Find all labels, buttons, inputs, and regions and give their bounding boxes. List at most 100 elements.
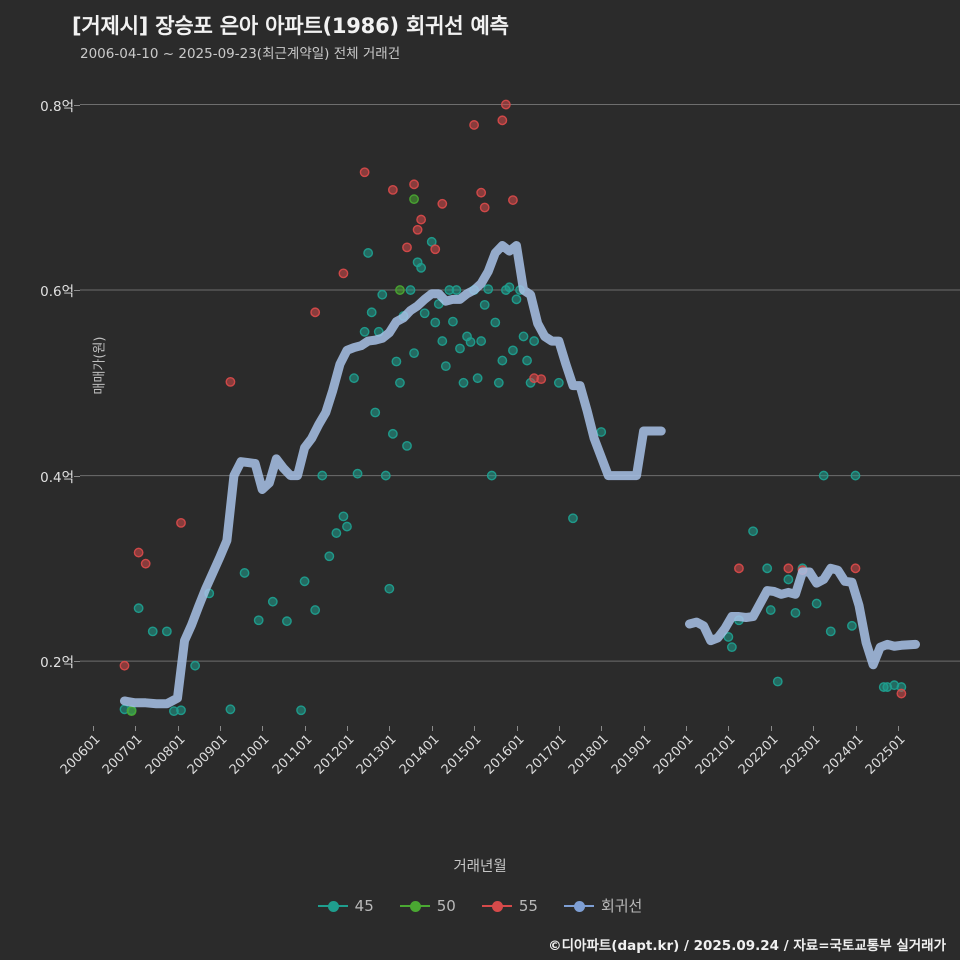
y-tick-label: 0.2억	[40, 655, 74, 672]
scatter-point-45	[765, 605, 776, 615]
scatter-point-45	[342, 521, 352, 532]
legend-item-55[interactable]: 55	[481, 896, 538, 915]
scatter-point-55	[479, 202, 490, 213]
scatter-point-55	[783, 563, 794, 574]
y-tick-mark	[74, 104, 80, 106]
scatter-point-45	[518, 331, 529, 342]
x-tick-mark	[643, 726, 645, 731]
x-tick-mark	[304, 726, 306, 731]
scatter-point-45	[479, 299, 490, 310]
scatter-point-45	[419, 308, 430, 319]
chart-legend: 45 50 55 회귀선	[0, 895, 960, 916]
scatter-point-45	[762, 563, 773, 574]
x-tick-mark	[474, 726, 476, 731]
scatter-point-45	[476, 336, 487, 346]
x-tick-label: 200801	[142, 732, 189, 778]
scatter-point-55	[119, 660, 130, 671]
scatter-point-45	[490, 317, 501, 328]
x-tick-mark	[135, 726, 137, 731]
x-tick-label: 202201	[735, 732, 782, 778]
x-tick-label: 201201	[311, 732, 358, 778]
scatter-point-45	[147, 626, 158, 637]
legend-item-45[interactable]: 45	[317, 897, 374, 915]
scatter-point-45	[299, 576, 310, 587]
scatter-point-45	[366, 307, 377, 318]
scatter-point-45	[409, 348, 419, 359]
scatter-point-50	[395, 285, 405, 295]
scatter-point-45	[416, 262, 427, 273]
scatter-point-45	[465, 337, 476, 347]
scatter-point-55	[140, 558, 151, 569]
scatter-point-45	[596, 427, 607, 437]
x-tick-label: 201401	[396, 732, 443, 778]
scatter-point-55	[412, 224, 423, 235]
y-tick-mark	[74, 661, 80, 663]
page-subtitle: 2006-04-10 ~ 2025-09-23(최근계약일) 전체 거래건	[80, 46, 401, 62]
legend-item-회귀선[interactable]: 회귀선	[563, 895, 642, 916]
x-tick-label: 201901	[608, 732, 655, 778]
scatter-point-55	[359, 167, 370, 178]
scatter-point-55	[734, 563, 744, 574]
scatter-point-45	[370, 407, 381, 418]
scatter-point-45	[324, 551, 335, 562]
y-tick-mark	[74, 475, 80, 477]
scatter-point-45	[511, 294, 522, 305]
scatter-point-55	[476, 187, 487, 198]
x-tick-label: 202401	[820, 732, 867, 778]
scatter-point-45	[405, 285, 416, 295]
scatter-point-45	[430, 317, 441, 328]
scatter-point-45	[818, 470, 829, 481]
scatter-point-55	[133, 547, 144, 558]
x-tick-label: 200701	[99, 732, 146, 778]
scatter-point-45	[486, 470, 497, 481]
scatter-point-45	[568, 513, 578, 524]
scatter-point-45	[493, 377, 504, 388]
plot-svg	[80, 99, 960, 717]
scatter-point-45	[402, 440, 412, 451]
scatter-point-45	[225, 704, 236, 715]
scatter-point-45	[451, 285, 462, 295]
scatter-point-55	[409, 179, 419, 190]
scatter-point-45	[847, 620, 857, 631]
scatter-point-55	[500, 99, 511, 110]
scatter-point-55	[402, 242, 412, 253]
legend-swatch-icon	[563, 899, 594, 912]
scatter-point-55	[896, 688, 907, 699]
x-tick-label: 202301	[777, 732, 824, 778]
scatter-point-45	[384, 583, 395, 594]
x-tick-label: 202101	[693, 732, 739, 778]
scatter-point-45	[296, 705, 306, 716]
scatter-point-45	[176, 705, 186, 716]
scatter-point-45	[395, 377, 405, 388]
x-tick-mark	[262, 726, 264, 731]
scatter-point-55	[387, 184, 398, 195]
scatter-point-45	[448, 316, 458, 327]
scatter-point-45	[497, 355, 508, 366]
scatter-point-45	[359, 326, 370, 337]
scatter-point-45	[529, 336, 540, 346]
scatter-point-45	[317, 470, 328, 481]
scatter-point-45	[349, 373, 359, 384]
legend-label: 50	[436, 896, 456, 915]
scatter-point-55	[850, 563, 861, 574]
legend-item-50[interactable]: 50	[399, 896, 456, 915]
regression-layer	[119, 241, 921, 709]
footer-credit: ©디아파트(dapt.kr) / 2025.09.24 / 자료=국토교통부 실…	[548, 938, 946, 954]
scatter-point-45	[504, 282, 515, 293]
scatter-point-45	[352, 468, 363, 479]
scatter-point-50	[409, 194, 419, 205]
x-axis-label: 거래년월	[453, 859, 507, 875]
legend-label: 55	[518, 896, 538, 915]
scatter-point-45	[380, 470, 391, 481]
x-tick-mark	[431, 726, 433, 731]
x-tick-mark	[686, 726, 687, 731]
legend-dot	[409, 901, 421, 912]
scatter-point-45	[239, 568, 250, 578]
scatter-point-45	[553, 377, 564, 388]
x-tick-label: 201301	[354, 732, 400, 778]
x-tick-mark	[558, 726, 560, 731]
x-tick-label: 201001	[227, 732, 273, 778]
x-tick-label: 201701	[523, 732, 570, 778]
scatter-point-45	[387, 428, 398, 439]
